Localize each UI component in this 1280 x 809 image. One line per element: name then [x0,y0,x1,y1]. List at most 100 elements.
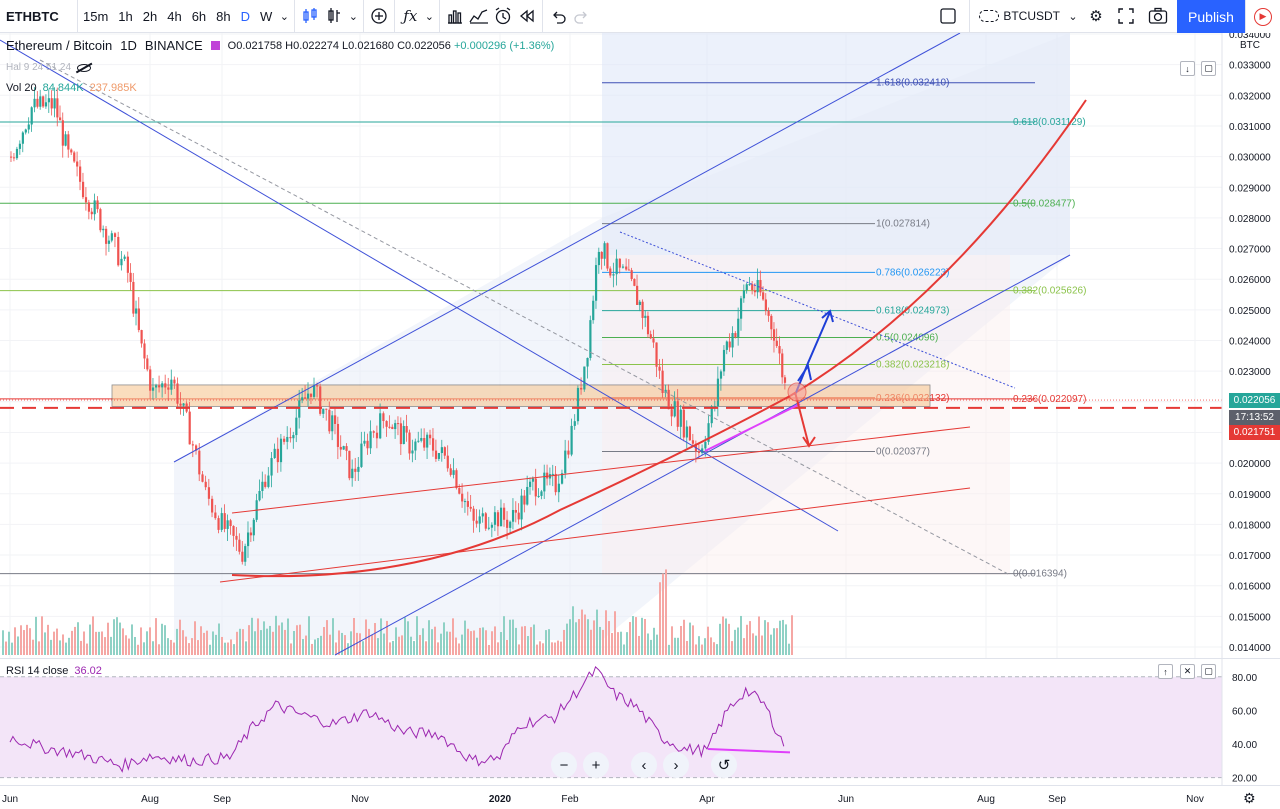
volume-bar [620,631,622,655]
redo-icon[interactable] [570,0,594,33]
gear-icon[interactable]: ⚙ [1089,8,1103,25]
flag-icon[interactable] [210,41,220,50]
time-tick-label: Jun [838,794,854,805]
volume-bar [467,628,469,655]
volume-bar [161,623,163,655]
volume-bar [350,631,352,655]
scroll-down-icon[interactable]: ↓ [1180,61,1195,76]
volume-bar [689,622,691,655]
time-axis[interactable]: Jun Aug Sep Nov 2020 Feb Apr Jun Aug Sep Nov ⚙ [0,785,1280,809]
hal-indicator-legend[interactable]: Hal 9 24 51 24 [6,62,92,73]
candle-body [309,393,313,397]
rsi-legend[interactable]: RSI 14 close 36.02 [6,665,102,677]
volume-bar [155,618,157,655]
candle-body [408,432,411,454]
price-chart[interactable]: 1.618(0.032410) 0.618(0.031129) 0.5(0.0284… [0,30,1280,658]
volume-bar [164,625,166,655]
fib-level-label: 0(0.016394) [1013,569,1067,580]
candle-body [140,330,143,344]
candle-body [420,438,423,441]
dotted-trend-line [619,231,1016,389]
rsi-chart[interactable]: 80.00 60.00 40.00 20.00 [0,659,1280,786]
candle-body [319,386,322,414]
volume-bar [239,628,241,655]
symbol-search[interactable]: ETHBTC [0,0,78,33]
interval-8h[interactable]: 8h [216,8,231,24]
chevron-down-icon[interactable]: ⌄ [424,10,434,23]
camera-icon[interactable] [1146,0,1170,33]
maximize-pane-icon[interactable]: ▢ [1201,61,1216,76]
spacer [615,752,625,778]
volume-bar [791,615,793,655]
volume-bar [749,621,751,655]
candle-body [772,329,776,341]
interval-d[interactable]: D [240,8,251,24]
maximize-pane-icon[interactable]: ▢ [1201,664,1216,679]
layout-square-icon[interactable] [936,0,960,33]
gear-icon[interactable]: ⚙ [1243,790,1256,806]
candle-body [151,387,155,391]
chevron-down-icon[interactable]: ⌄ [279,10,289,23]
volume-bar [665,569,667,655]
add-compare-icon[interactable] [367,0,391,33]
bars-chart-type-icon[interactable] [322,0,346,33]
interval-1h[interactable]: 1h [118,8,133,24]
templates-icon[interactable] [467,0,491,33]
volume-legend[interactable]: Vol 20 84.844K 237.985K [6,82,137,94]
undo-icon[interactable] [546,0,570,33]
chevron-down-icon[interactable]: ⌄ [1068,10,1078,23]
candle-body [298,400,301,418]
financials-icon[interactable] [443,0,467,33]
indicators-icon[interactable]: ƒx [403,7,418,25]
volume-bar [680,625,682,655]
move-up-icon[interactable]: ↑ [1158,664,1173,679]
zoom-in-button[interactable]: + [583,752,609,778]
interval-6h[interactable]: 6h [191,8,207,24]
main-price-pane[interactable]: 1.618(0.032410) 0.618(0.031129) 0.5(0.0284… [0,30,1280,658]
volume-bar [152,641,154,655]
candle-body [661,370,664,393]
interval-2h[interactable]: 2h [142,8,158,24]
interval-15m[interactable]: 15m [83,8,109,24]
reset-chart-button[interactable]: ↺ [711,752,737,778]
volume-bar [635,617,637,655]
volume-bar [362,641,364,655]
candle-body [379,413,382,439]
candle-body [102,228,105,231]
volume-bar [392,640,394,655]
zoom-out-button[interactable]: − [551,752,577,778]
volume-bar [344,635,346,655]
candle-body [44,102,48,107]
candles-chart-type-icon[interactable] [298,0,322,33]
hidden-eye-icon[interactable] [77,63,92,72]
right-panel-toggle[interactable]: ▶ [1245,0,1280,33]
volume-bar [395,627,397,655]
close-icon[interactable]: ✕ [1180,664,1195,679]
interval-4h[interactable]: 4h [167,8,182,24]
scroll-right-button[interactable]: › [663,752,689,778]
alert-clock-icon[interactable] [491,0,515,33]
candle-body [161,383,164,388]
rsi-tick-label: 80.00 [1232,673,1257,684]
rsi-pane[interactable]: 80.00 60.00 40.00 20.00 [0,658,1280,786]
publish-button[interactable]: Publish [1177,0,1245,33]
candle-body [164,383,167,388]
volume-bar [614,611,616,655]
chevron-down-icon[interactable]: ⌄ [348,10,358,23]
volume-bar [68,637,70,655]
volume-bar [545,630,547,655]
volume-bar [50,639,52,655]
fullscreen-icon[interactable] [1114,0,1138,33]
candle-body [573,421,576,426]
interval-w[interactable]: W [260,8,273,24]
time-tick-label: Apr [699,794,715,805]
scroll-left-button[interactable]: ‹ [631,752,657,778]
dashed-grey-line [39,59,1011,576]
saved-layout-selector[interactable]: BTCUSDT [973,0,1066,33]
volume-bar [197,640,199,655]
candle-body [348,450,351,479]
volume-bar [182,630,184,655]
replay-icon[interactable] [515,0,539,33]
volume-bar [722,616,724,655]
candle-body [679,409,682,427]
